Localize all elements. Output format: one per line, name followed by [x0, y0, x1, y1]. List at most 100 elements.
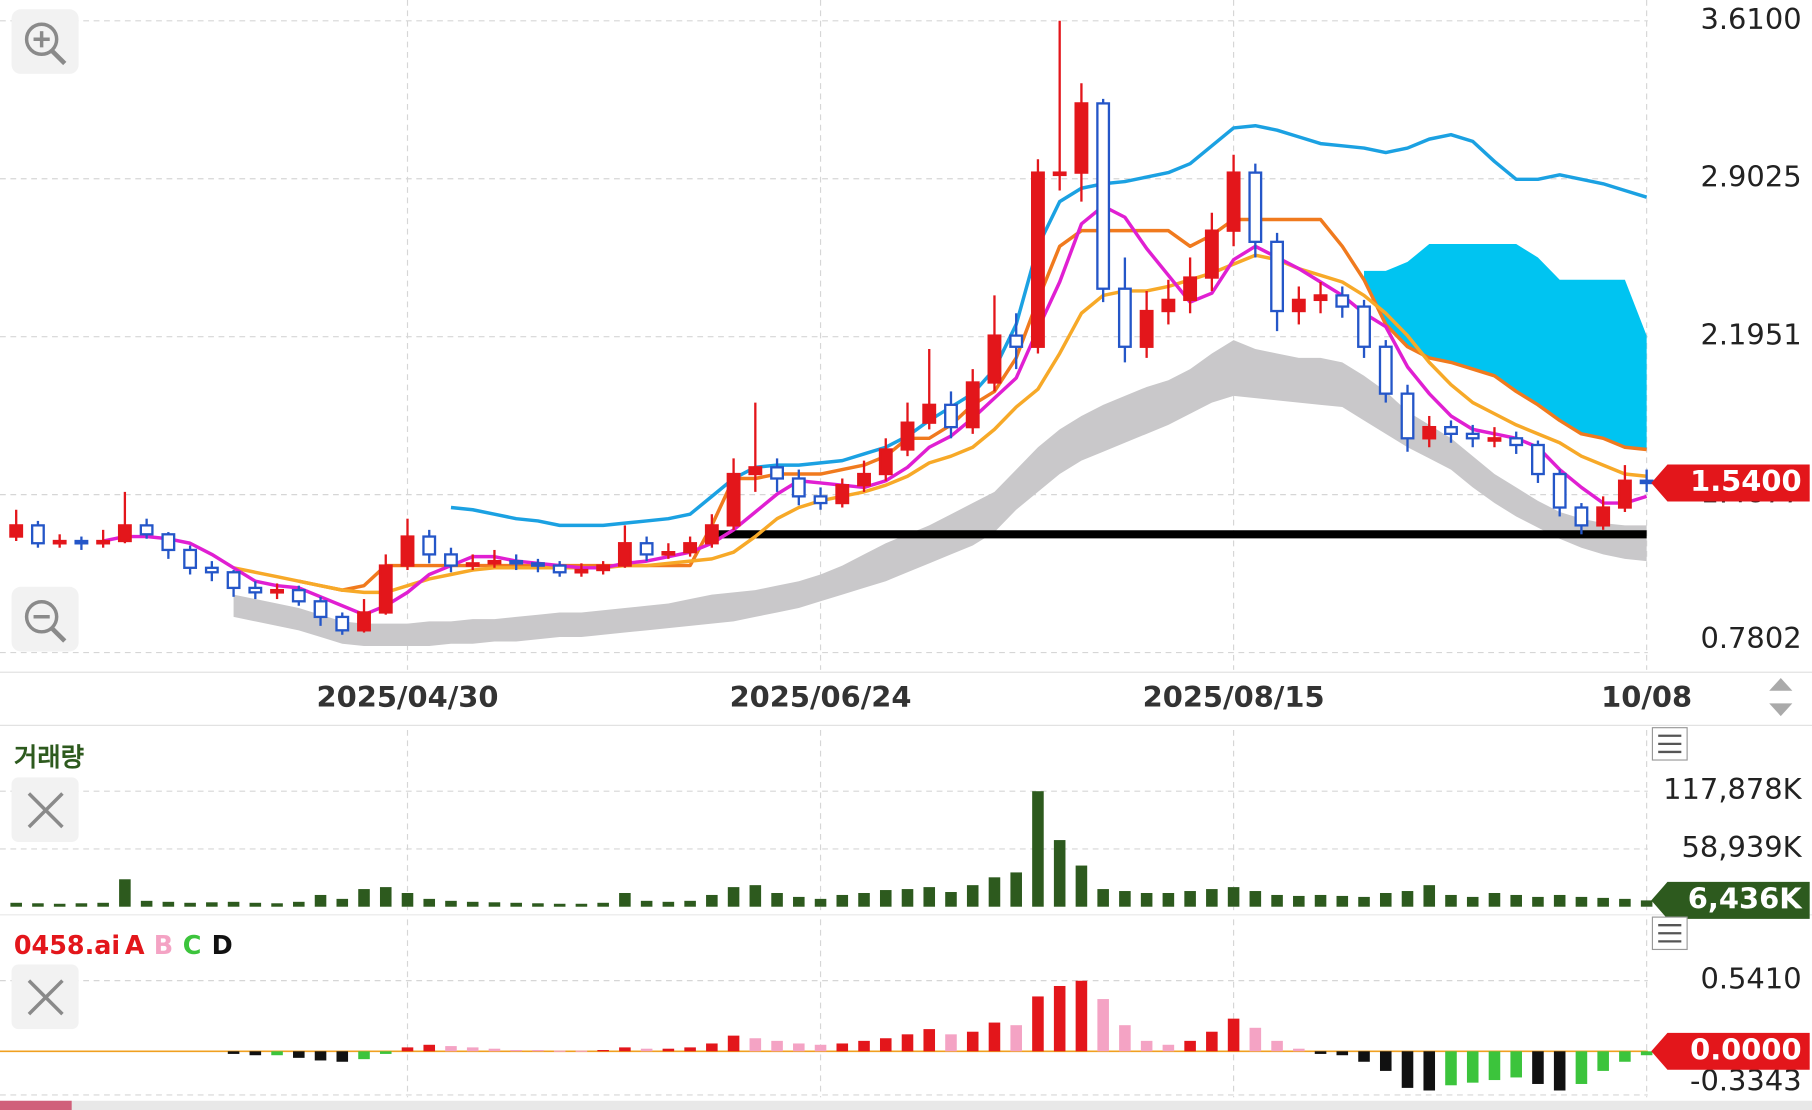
- candle-body: [1617, 479, 1632, 509]
- candle-body: [944, 403, 958, 429]
- bar: [336, 1051, 349, 1062]
- bar: [1532, 1051, 1544, 1084]
- bar: [1575, 1051, 1588, 1084]
- y-tick-label: 3.6100: [1700, 2, 1801, 36]
- last-value-tag: [1651, 464, 1810, 502]
- bar: [532, 1050, 544, 1052]
- bar: [358, 889, 370, 907]
- bar: [923, 887, 936, 907]
- last-value-tag: [1651, 881, 1810, 919]
- candle-body: [1248, 171, 1263, 243]
- candle-body: [465, 562, 480, 567]
- bar: [336, 898, 349, 907]
- bar: [249, 902, 262, 907]
- oscillator-title: 0458.ai: [14, 930, 120, 960]
- candle-body: [422, 535, 437, 556]
- bar: [1401, 891, 1414, 907]
- bar: [727, 887, 740, 907]
- bar: [293, 1051, 305, 1058]
- bar: [771, 1040, 783, 1052]
- y-tick-label: 2.1951: [1700, 318, 1801, 352]
- bar: [879, 890, 892, 907]
- candle-body: [1335, 294, 1350, 308]
- candle-body: [487, 559, 502, 565]
- candle-body: [509, 559, 524, 565]
- candle-body: [444, 553, 458, 567]
- legend-entry: A: [125, 930, 145, 960]
- last-value-label: 1.5400: [1690, 464, 1802, 498]
- candle-body: [1161, 298, 1176, 313]
- bar: [1379, 1051, 1392, 1071]
- bar: [445, 900, 457, 907]
- bar: [1314, 1051, 1327, 1054]
- bar: [619, 892, 631, 907]
- bar: [814, 898, 827, 907]
- bar: [1206, 889, 1218, 907]
- bar: [1488, 892, 1501, 907]
- bar: [1510, 894, 1522, 907]
- zoom-in-button[interactable]: [11, 9, 79, 74]
- bar: [1184, 891, 1196, 907]
- candle-body: [1639, 479, 1654, 485]
- last-value-label: 6,436K: [1688, 881, 1803, 915]
- axis-layer: 2025/04/30 2025/06/24 2025/08/15 10/080.780…: [125, 2, 1803, 1097]
- bar: [532, 903, 544, 907]
- indicator-line: [450, 123, 1648, 528]
- bar: [1597, 897, 1609, 907]
- candle-body: [639, 542, 654, 556]
- zoom-out-button[interactable]: [11, 586, 79, 652]
- candle-body: [835, 484, 850, 505]
- candle-body: [813, 495, 828, 505]
- candle-body: [1487, 437, 1502, 442]
- candle-body: [1074, 102, 1089, 174]
- candle-body: [661, 551, 676, 556]
- candle-body: [117, 524, 132, 543]
- candle-body: [1226, 171, 1241, 232]
- bar: [358, 1051, 370, 1060]
- bar: [1510, 1051, 1522, 1078]
- candle-body: [139, 524, 154, 536]
- bar: [988, 1022, 1001, 1052]
- bar: [1553, 1051, 1566, 1091]
- candle-body: [770, 466, 785, 480]
- bar: [619, 1047, 631, 1052]
- bar: [1532, 896, 1544, 907]
- volume-menu-button[interactable]: [1651, 727, 1688, 761]
- bar: [1336, 1051, 1349, 1056]
- oscillator-menu-button[interactable]: [1651, 916, 1688, 951]
- candle-body: [1422, 425, 1437, 440]
- scrollbar-thumb[interactable]: [0, 1100, 72, 1110]
- candle-body: [400, 535, 415, 567]
- candle-body: [748, 466, 763, 476]
- marks-layer: [0, 20, 1654, 1091]
- bar: [140, 900, 153, 907]
- bar: [379, 1051, 392, 1054]
- last-value-label: 0.0000: [1690, 1032, 1802, 1066]
- bar: [901, 889, 914, 907]
- bar: [1097, 889, 1109, 907]
- candle-body: [30, 524, 45, 545]
- bar: [858, 892, 870, 907]
- bar: [553, 903, 566, 907]
- close-volume-button[interactable]: [11, 777, 79, 843]
- bar: [10, 902, 22, 907]
- bar: [793, 1043, 805, 1052]
- bar: [1140, 1040, 1153, 1052]
- candle-body: [617, 542, 632, 567]
- close-oscillator-button[interactable]: [11, 964, 79, 1030]
- bar: [945, 892, 957, 907]
- bar: [1032, 996, 1044, 1052]
- scroll-arrows[interactable]: [1769, 678, 1793, 717]
- candle-body: [922, 403, 937, 424]
- candle-body: [1204, 229, 1219, 279]
- bar: [1075, 865, 1088, 907]
- candle-body: [378, 564, 393, 614]
- bar: [510, 1050, 522, 1052]
- candle-body: [1313, 294, 1328, 302]
- candle-body: [74, 539, 89, 545]
- bar: [1010, 872, 1022, 907]
- candle-body: [1270, 240, 1285, 313]
- bar: [75, 903, 88, 907]
- bar: [923, 1029, 936, 1052]
